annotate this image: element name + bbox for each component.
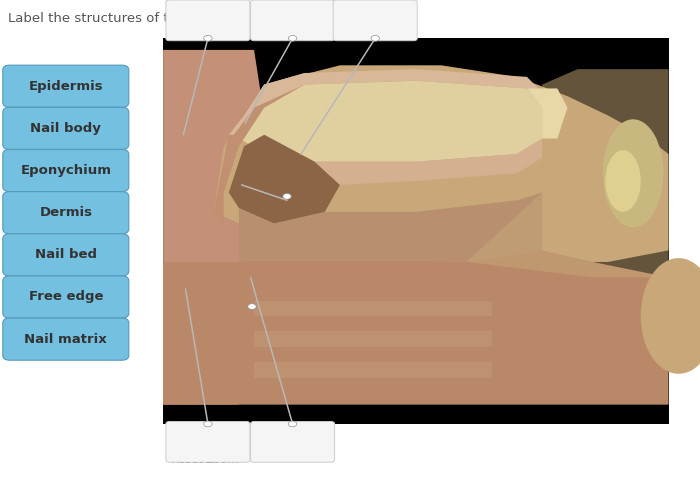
- FancyBboxPatch shape: [251, 0, 335, 41]
- Text: Nail matrix: Nail matrix: [25, 332, 107, 346]
- Polygon shape: [254, 362, 491, 377]
- FancyBboxPatch shape: [166, 0, 250, 41]
- Polygon shape: [163, 50, 264, 405]
- Ellipse shape: [640, 258, 700, 374]
- FancyBboxPatch shape: [3, 234, 129, 276]
- Circle shape: [371, 35, 379, 41]
- FancyBboxPatch shape: [333, 0, 417, 41]
- Polygon shape: [239, 193, 542, 262]
- Polygon shape: [163, 251, 668, 405]
- Ellipse shape: [603, 119, 664, 227]
- Polygon shape: [527, 89, 568, 138]
- Polygon shape: [254, 331, 491, 347]
- Text: Nail bed: Nail bed: [35, 248, 97, 262]
- Circle shape: [204, 421, 212, 427]
- FancyBboxPatch shape: [163, 38, 668, 424]
- Polygon shape: [234, 81, 542, 162]
- Polygon shape: [214, 73, 304, 223]
- Circle shape: [204, 35, 212, 41]
- Polygon shape: [466, 69, 668, 277]
- Circle shape: [248, 304, 256, 309]
- FancyBboxPatch shape: [3, 192, 129, 234]
- FancyBboxPatch shape: [3, 276, 129, 318]
- Text: Eponychium: Eponychium: [20, 164, 111, 177]
- FancyBboxPatch shape: [3, 107, 129, 149]
- FancyBboxPatch shape: [166, 422, 250, 462]
- FancyBboxPatch shape: [3, 318, 129, 360]
- Text: Dermis: Dermis: [39, 206, 92, 219]
- Polygon shape: [315, 138, 542, 185]
- Text: Reset: Reset: [171, 453, 204, 466]
- FancyBboxPatch shape: [3, 149, 129, 192]
- FancyBboxPatch shape: [251, 422, 335, 462]
- Text: Epidermis: Epidermis: [29, 80, 103, 93]
- Ellipse shape: [606, 150, 640, 212]
- Text: Free edge: Free edge: [29, 290, 103, 304]
- Text: Zoom: Zoom: [206, 453, 239, 466]
- Circle shape: [283, 194, 291, 199]
- Circle shape: [288, 421, 297, 427]
- FancyBboxPatch shape: [3, 65, 129, 107]
- Polygon shape: [214, 65, 668, 262]
- Circle shape: [288, 35, 297, 41]
- Polygon shape: [229, 69, 542, 135]
- Polygon shape: [254, 300, 491, 316]
- Polygon shape: [229, 135, 340, 223]
- Text: Label the structures of the finger and fingernail.: Label the structures of the finger and f…: [8, 12, 330, 25]
- Text: Nail body: Nail body: [30, 122, 101, 135]
